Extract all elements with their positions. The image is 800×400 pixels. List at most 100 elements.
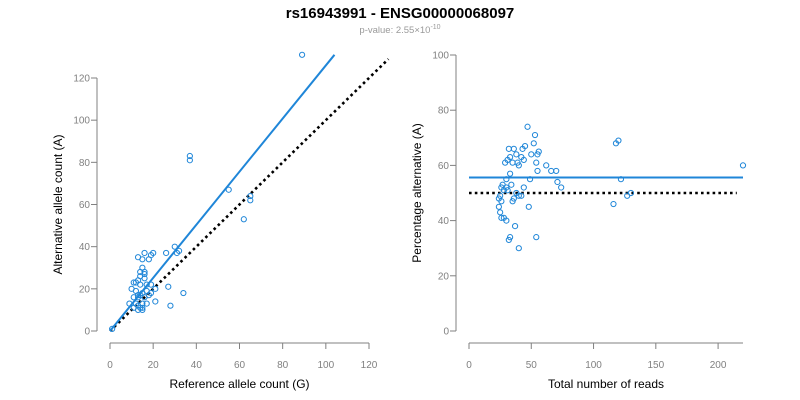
left-x-tick-label: 20 <box>148 360 160 371</box>
left-x-tick-label: 60 <box>234 360 246 371</box>
left-data-point <box>130 279 137 286</box>
left-data-point <box>171 243 178 250</box>
left-data-point <box>152 298 159 305</box>
left-x-tick-label: 120 <box>361 360 378 371</box>
left-data-point <box>186 157 193 164</box>
right-data-point <box>497 209 504 216</box>
left-y-tick-label: 60 <box>79 200 91 211</box>
right-x-axis-title: Total number of reads <box>548 377 664 391</box>
left-data-point <box>143 300 150 307</box>
left-x-tick-label: 100 <box>317 360 334 371</box>
right-data-point <box>515 245 522 252</box>
right-y-axis-title: Percentage alternative (A) <box>410 123 424 262</box>
right-x-tick-label: 100 <box>585 360 602 371</box>
left-data-point <box>165 283 172 290</box>
left-data-point <box>298 51 306 58</box>
left-y-axis-title: Alternative allele count (A) <box>51 134 65 274</box>
right-data-point <box>533 234 540 241</box>
left-data-point <box>247 192 254 200</box>
right-data-point <box>739 162 747 169</box>
right-y-tick-label: 0 <box>443 327 449 338</box>
right-data-point <box>510 145 517 152</box>
left-y-tick-label: 120 <box>73 74 90 85</box>
left-data-point <box>225 186 232 193</box>
p-value-text: p-value: 2.55×10 <box>359 25 431 37</box>
left-data-point <box>145 256 152 263</box>
right-data-point <box>553 167 560 175</box>
right-data-point <box>534 151 541 158</box>
right-y-tick-label: 20 <box>438 271 450 282</box>
right-data-point <box>502 159 509 166</box>
right-data-point <box>515 192 522 199</box>
right-data-point <box>548 167 555 175</box>
right-data-point <box>518 154 525 161</box>
right-data-point <box>543 162 550 169</box>
left-reference-line <box>109 58 390 332</box>
right-data-point <box>534 167 541 175</box>
right-y-tick-label: 100 <box>432 51 449 62</box>
left-x-tick-label: 0 <box>107 360 113 371</box>
right-data-point <box>503 217 510 224</box>
left-data-point <box>109 325 116 332</box>
left-x-tick-label: 80 <box>277 360 289 371</box>
left-data-point <box>126 300 133 307</box>
right-x-tick-label: 200 <box>710 360 727 371</box>
left-data-point <box>163 249 170 257</box>
right-data-point <box>511 223 519 230</box>
right-y-tick-label: 80 <box>438 106 450 117</box>
right-data-point <box>503 176 510 183</box>
p-value-subtitle: p-value: 2.55×10-10 <box>0 24 800 36</box>
right-data-point <box>509 159 516 166</box>
left-data-point <box>152 285 159 292</box>
right-data-point <box>554 178 561 186</box>
right-data-point <box>518 192 525 199</box>
right-data-point <box>507 234 514 241</box>
right-y-tick-label: 40 <box>438 216 450 227</box>
left-y-tick-label: 80 <box>79 158 91 169</box>
left-data-point <box>147 289 155 297</box>
left-data-point <box>139 256 146 263</box>
left-data-point <box>134 294 142 301</box>
right-data-point <box>509 198 516 205</box>
right-data-point <box>498 214 505 221</box>
left-data-point <box>137 281 144 288</box>
left-data-point <box>240 216 247 223</box>
right-data-point <box>612 140 620 147</box>
left-y-tick-label: 20 <box>79 284 91 295</box>
left-data-point <box>139 306 146 314</box>
right-data-point <box>528 151 535 158</box>
right-data-point <box>530 140 537 147</box>
left-data-point <box>173 249 181 257</box>
left-data-point <box>141 275 148 282</box>
right-data-point <box>525 203 532 210</box>
right-data-point <box>498 198 505 205</box>
right-data-point <box>507 170 514 177</box>
left-data-point <box>141 249 148 257</box>
right-data-point <box>504 187 511 194</box>
left-data-point <box>180 289 187 297</box>
left-y-tick-label: 100 <box>73 116 90 127</box>
right-data-point <box>508 181 515 188</box>
right-data-point <box>524 123 531 130</box>
right-data-point <box>500 187 507 194</box>
left-data-point <box>143 281 150 288</box>
left-data-point <box>167 302 174 309</box>
left-x-axis-title: Reference allele count (G) <box>169 377 309 391</box>
right-y-tick-label: 60 <box>438 161 450 172</box>
right-x-tick-label: 0 <box>466 360 472 371</box>
right-data-point <box>495 203 502 210</box>
right-data-point <box>526 176 534 183</box>
right-data-point <box>558 184 565 191</box>
left-fit-line <box>109 54 336 332</box>
chart-title: rs16943991 - ENSG00000068097 <box>285 5 515 22</box>
left-data-point <box>247 197 254 204</box>
left-data-point <box>186 152 193 160</box>
p-value-exponent: -10 <box>430 24 441 31</box>
right-data-point <box>533 159 540 166</box>
right-data-point <box>624 192 631 199</box>
right-data-point <box>505 145 512 152</box>
right-data-point <box>519 145 526 152</box>
